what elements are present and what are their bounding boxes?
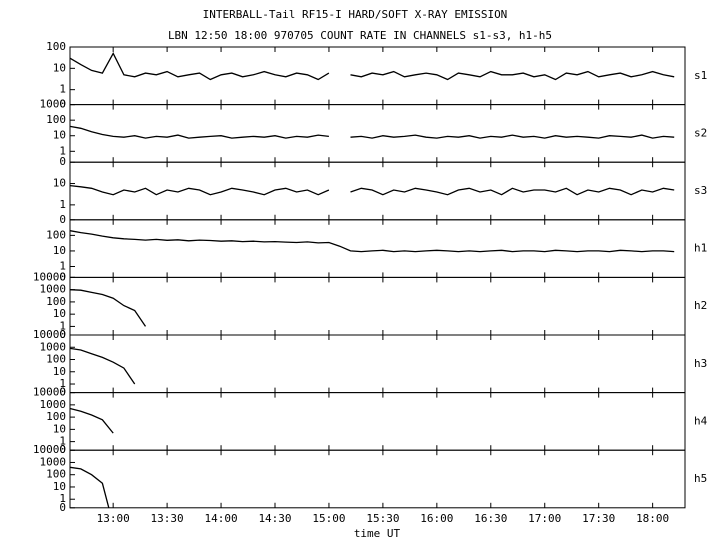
y-tick-label: 0 <box>59 443 66 456</box>
panel-label: h2 <box>694 299 707 312</box>
x-tick-label: 14:30 <box>258 512 291 525</box>
chart-title: INTERBALL-Tail RF15-I HARD/SOFT X-RAY EM… <box>203 8 508 21</box>
y-tick-label: 1000 <box>40 398 67 411</box>
y-tick-label: 100 <box>46 40 66 53</box>
y-tick-label: 10 <box>53 422 66 435</box>
y-tick-label: 0 <box>59 270 66 283</box>
y-tick-label: 1000 <box>40 283 67 296</box>
data-line <box>69 407 114 434</box>
data-line <box>69 289 147 327</box>
y-tick-label: 1 <box>59 492 66 505</box>
y-tick-label: 100 <box>46 410 66 423</box>
y-tick-label: 0 <box>59 386 66 399</box>
y-tick-label: 1000 <box>40 98 67 111</box>
y-tick-label: 0 <box>59 328 66 341</box>
data-line <box>69 51 330 81</box>
panel-label: h4 <box>694 414 708 427</box>
data-line <box>69 230 675 253</box>
y-tick-label: 1 <box>59 144 66 157</box>
y-tick-label: 100 <box>46 228 66 241</box>
data-line <box>69 125 329 139</box>
y-tick-label: 10000 <box>33 328 66 341</box>
y-tick-label: 10000 <box>33 386 66 399</box>
y-tick-label: 10 <box>53 244 66 257</box>
y-tick-label: 10 <box>53 129 66 142</box>
y-tick-label: 1 <box>59 319 66 332</box>
x-tick-label: 18:00 <box>636 512 669 525</box>
x-tick-label: 17:30 <box>582 512 615 525</box>
x-tick-label: 13:00 <box>97 512 130 525</box>
y-tick-label: 100 <box>46 113 66 126</box>
panel-label: h5 <box>694 472 707 485</box>
chart-subtitle: LBN 12:50 18:00 970705 COUNT RATE IN CHA… <box>168 29 552 42</box>
y-tick-label: 10000 <box>33 443 66 456</box>
y-tick-label: 100 <box>46 468 66 481</box>
data-line <box>69 184 330 196</box>
x-axis-label: time UT <box>354 527 401 540</box>
y-tick-label: 1 <box>59 377 66 390</box>
x-tick-label: 13:30 <box>151 512 184 525</box>
data-line <box>69 466 110 508</box>
x-tick-label: 15:00 <box>312 512 345 525</box>
y-tick-label: 1 <box>59 435 66 448</box>
y-tick-label: 1 <box>59 260 66 273</box>
x-tick-label: 16:30 <box>474 512 507 525</box>
x-tick-label: 14:00 <box>204 512 237 525</box>
data-line <box>350 134 675 139</box>
y-tick-label: 0 <box>59 155 66 168</box>
y-tick-label: 10 <box>53 480 66 493</box>
x-tick-label: 17:00 <box>528 512 561 525</box>
data-line <box>350 187 675 196</box>
x-tick-label: 15:30 <box>366 512 399 525</box>
panel-label: s3 <box>694 184 707 197</box>
y-tick-label: 100 <box>46 353 66 366</box>
y-tick-label: 100 <box>46 295 66 308</box>
y-tick-label: 0 <box>59 213 66 226</box>
y-tick-label: 10 <box>53 61 66 74</box>
data-line <box>69 347 136 385</box>
y-tick-label: 0 <box>59 501 66 514</box>
panel-label: h3 <box>694 357 707 370</box>
y-tick-label: 1 <box>59 198 66 211</box>
y-tick-label: 0 <box>59 98 66 111</box>
x-tick-label: 16:00 <box>420 512 453 525</box>
panel-label: h1 <box>694 242 707 255</box>
y-tick-label: 1000 <box>40 340 67 353</box>
y-tick-label: 10 <box>53 307 66 320</box>
y-tick-label: 1 <box>59 83 66 96</box>
panel-label: s2 <box>694 126 707 139</box>
data-line <box>350 70 675 81</box>
panel-label: s1 <box>694 69 707 82</box>
y-tick-label: 10000 <box>33 270 66 283</box>
y-tick-label: 10 <box>53 365 66 378</box>
y-tick-label: 1000 <box>40 455 67 468</box>
panel-frame <box>69 449 686 509</box>
y-tick-label: 10 <box>53 177 66 190</box>
